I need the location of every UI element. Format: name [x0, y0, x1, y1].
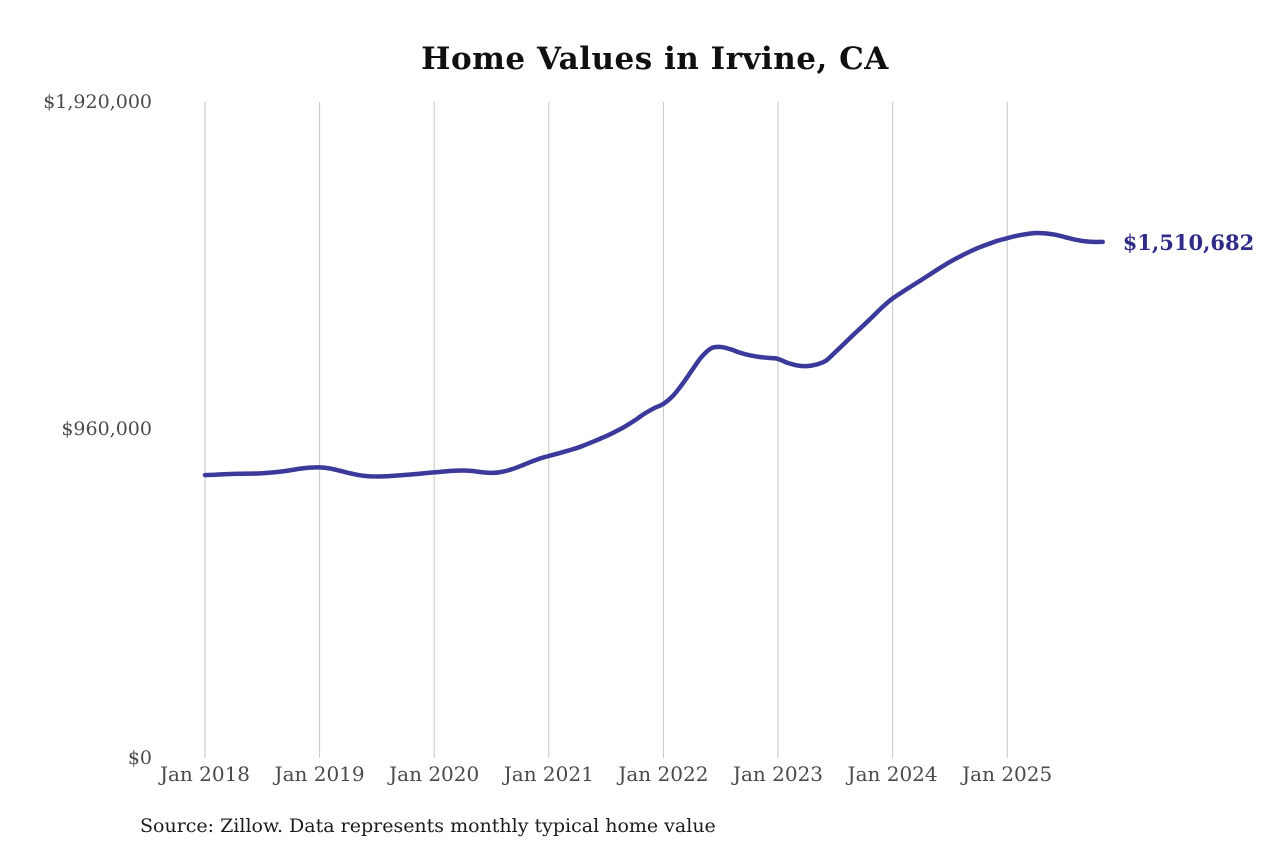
x-tick-label: Jan 2022 — [618, 762, 709, 786]
x-tick-label: Jan 2024 — [847, 762, 938, 786]
x-tick-label: Jan 2020 — [389, 762, 480, 786]
price-line — [202, 230, 1105, 479]
x-tick-label: Jan 2021 — [503, 762, 594, 786]
end-value-label: $1,510,682 — [1123, 230, 1255, 255]
y-axis-label-max: $1,920,000 — [43, 91, 152, 113]
x-tick-label: Jan 2019 — [274, 762, 365, 786]
chart-title: Home Values in Irvine, CA — [421, 41, 889, 77]
x-tick-label: Jan 2023 — [732, 762, 824, 786]
x-tick-label: Jan 2025 — [962, 762, 1053, 786]
y-axis-label-zero: $0 — [127, 747, 152, 769]
gridlines — [204, 102, 1008, 758]
source-note: Source: Zillow. Data represents monthly … — [140, 815, 716, 837]
x-tick-label: Jan 2018 — [159, 762, 251, 786]
y-axis-label-mid: $960,000 — [61, 418, 152, 440]
